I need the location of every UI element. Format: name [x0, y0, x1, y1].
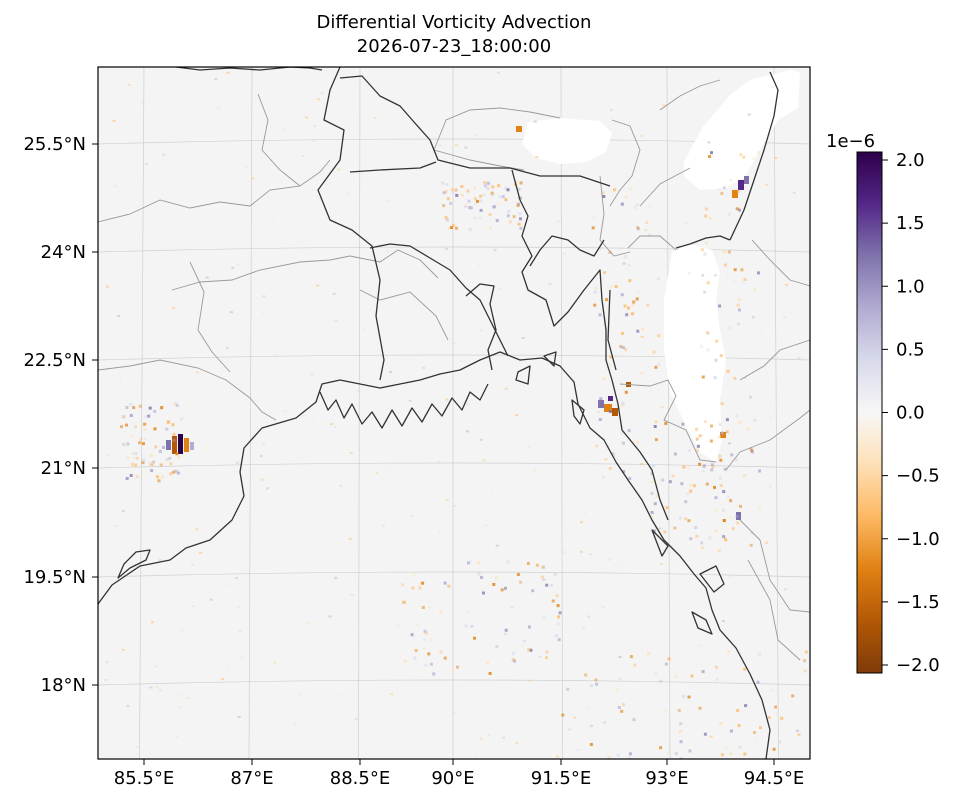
lon-tick-label: 90°E — [431, 768, 474, 789]
lon-tick-label: 94.5°E — [744, 768, 804, 789]
colorbar-gradient — [856, 151, 883, 674]
lat-tick-label: 24°N — [41, 242, 86, 263]
lat-tick-label: 25.5°N — [23, 134, 86, 155]
state-borders — [98, 79, 810, 661]
colorbar-tick-label: 1.5 — [896, 213, 925, 234]
colorbar-tick-label: −1.5 — [896, 592, 940, 613]
lon-tick-label: 85.5°E — [114, 768, 174, 789]
lon-tick-label: 87°E — [230, 768, 273, 789]
lat-tick-label: 22.5°N — [23, 350, 86, 371]
colorbar-tick-label: 2.0 — [896, 150, 925, 171]
chart-title: Differential Vorticity Advection — [316, 12, 592, 33]
masked-terrain — [522, 70, 800, 462]
colorbar-ticks: 2.0 1.5 1.0 0.5 0.0 −0.5 −1.0 −1.5 −2.0 — [882, 150, 940, 676]
latitude-axis: 25.5°N 24°N 22.5°N 21°N 19.5°N 18°N — [23, 134, 98, 696]
colorbar-tick-label: 0.0 — [896, 403, 925, 424]
colorbar-tick-label: 0.5 — [896, 339, 925, 360]
lon-tick-label: 93°E — [645, 768, 688, 789]
colorbar-tick-label: −2.0 — [896, 655, 940, 676]
colorbar-exponent: 1e−6 — [826, 131, 875, 152]
colorbar-tick-label: −0.5 — [896, 466, 940, 487]
gridlines — [98, 67, 810, 759]
colorbar-tick-label: 1.0 — [896, 276, 925, 297]
lat-tick-label: 21°N — [41, 458, 86, 479]
chart-subtitle: 2026-07-23_18:00:00 — [356, 36, 552, 57]
lat-tick-label: 19.5°N — [23, 567, 86, 588]
lon-tick-label: 88.5°E — [330, 768, 390, 789]
lat-tick-label: 18°N — [41, 675, 86, 696]
field-speckles — [104, 71, 808, 759]
colorbar: 1e−6 2.0 1.5 1.0 0.5 0.0 −0.5 −1.0 −1.5 −2.0 — [826, 131, 940, 676]
coastlines-and-borders — [98, 67, 779, 759]
longitude-axis: 85.5°E 87°E 88.5°E 90°E 91.5°E 93°E 94.5°E — [114, 759, 804, 789]
lon-tick-label: 91.5°E — [531, 768, 591, 789]
colorbar-tick-label: −1.0 — [896, 529, 940, 550]
map-frame — [97, 66, 811, 760]
